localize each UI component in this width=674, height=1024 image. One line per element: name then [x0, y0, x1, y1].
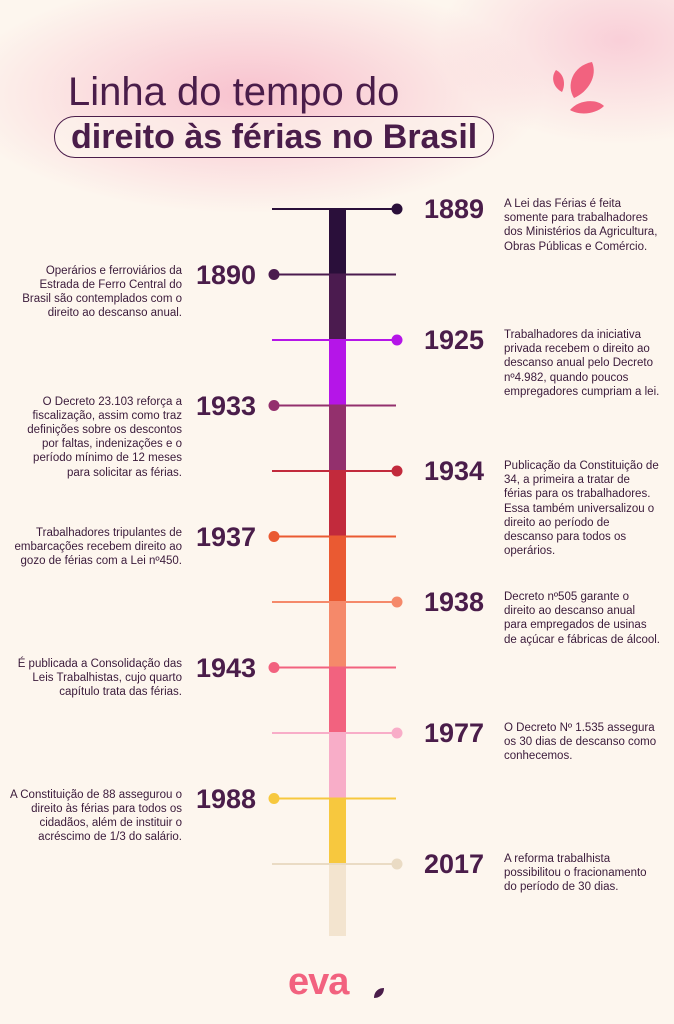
timeline-dot — [391, 203, 403, 215]
timeline-segment — [329, 536, 346, 603]
timeline-description: A Constituição de 88 assegurou o direito… — [10, 788, 182, 844]
timeline-description: A reforma trabalhista possibilitou o fra… — [504, 853, 647, 894]
leaf-petals-icon — [553, 62, 604, 114]
timeline-dot — [391, 465, 403, 477]
timeline-year: 1937 — [196, 521, 257, 552]
timeline-year: 1934 — [424, 456, 485, 486]
timeline-dot — [268, 400, 280, 411]
timeline-dot — [268, 662, 280, 673]
timeline-segment — [329, 733, 346, 800]
timeline-description: O Decreto Nº 1.535 assegura os 30 dias d… — [504, 722, 657, 763]
timeline-segment — [329, 471, 346, 538]
timeline-dot — [391, 334, 403, 346]
title-line-2: direito às férias no Brasil — [54, 116, 495, 158]
timeline-dot — [268, 269, 280, 280]
timeline-year: 2017 — [424, 849, 485, 879]
timeline-description: O Decreto 23.103 reforça a fiscalização,… — [27, 395, 182, 479]
timeline-year: 1933 — [196, 390, 257, 421]
timeline-description: Trabalhadores tripulantes de embarcações… — [14, 526, 182, 567]
timeline-description: Decreto nº505 garante o direito ao desca… — [504, 591, 660, 646]
timeline-segment — [329, 667, 346, 734]
timeline-dot — [391, 727, 403, 739]
timeline-segment — [329, 274, 346, 341]
timeline-segment — [329, 864, 346, 936]
timeline-segment — [329, 340, 346, 407]
timeline-year: 1889 — [424, 194, 485, 224]
timeline-segment — [329, 602, 346, 669]
timeline-description: Operários e ferroviários da Estrada de F… — [22, 264, 182, 320]
timeline-year: 1943 — [196, 652, 257, 683]
timeline-segment — [329, 405, 346, 472]
timeline-dot — [391, 596, 403, 608]
brand-logo: eva — [288, 961, 349, 1003]
timeline-year: 1977 — [424, 718, 485, 748]
timeline-dot — [268, 531, 280, 542]
timeline-year: 1890 — [196, 259, 257, 290]
title-line-1: Linha do tempo do — [68, 70, 400, 114]
timeline-description: É publicada a Consolidação das Leis Trab… — [17, 657, 182, 698]
timeline-description: A Lei das Férias é feita somente para tr… — [504, 198, 658, 253]
timeline-segment — [329, 798, 346, 865]
timeline-description: Publicação da Constituição de 34, a prim… — [504, 460, 659, 558]
timeline-dot — [268, 793, 280, 804]
timeline-segment — [329, 209, 346, 276]
timeline-year: 1988 — [196, 783, 257, 814]
timeline-year: 1925 — [424, 325, 485, 355]
timeline-description: Trabalhadores da iniciativa privada rece… — [504, 329, 660, 398]
timeline-dot — [391, 858, 403, 870]
logo-dot-icon — [374, 988, 384, 998]
timeline-year: 1938 — [424, 587, 485, 617]
